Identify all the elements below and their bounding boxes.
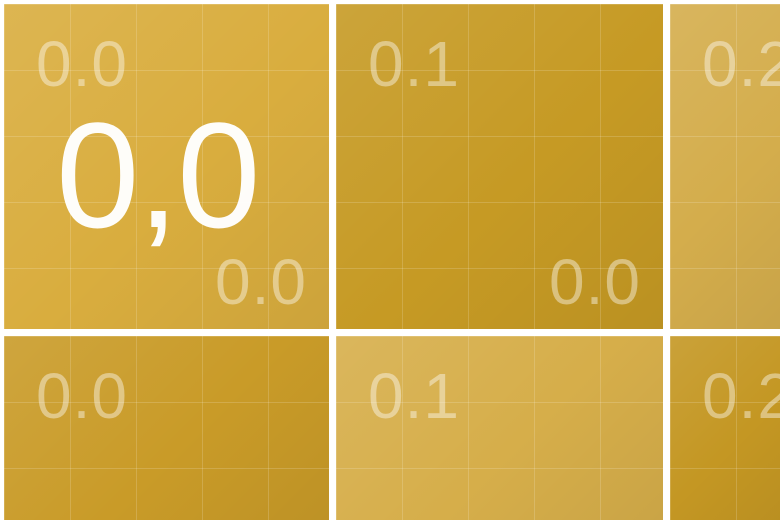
tile-bottom-label: 0.0 <box>549 246 641 318</box>
tile-0-0[interactable]: 0.0 0,0 0.0 <box>4 4 329 329</box>
tile-1-0[interactable]: 0.0 <box>4 336 329 520</box>
tile-0-1[interactable]: 0.1 0.0 <box>336 4 663 329</box>
tile-top-label: 0.1 <box>368 28 460 100</box>
tile-1-1[interactable]: 0.1 <box>336 336 663 520</box>
tile-top-label: 0.2 <box>702 360 780 432</box>
tile-top-label: 0.2 <box>702 28 780 100</box>
tile-1-2[interactable]: 0.2 <box>670 336 780 520</box>
tile-bottom-label: 0.0 <box>215 246 307 318</box>
tile-0-2[interactable]: 0.2 <box>670 4 780 329</box>
tile-coordinate-label: 0,0 <box>56 91 261 259</box>
tile-top-label: 0.1 <box>368 360 460 432</box>
tile-top-label: 0.0 <box>36 360 128 432</box>
tile-top-label: 0.0 <box>36 28 128 100</box>
